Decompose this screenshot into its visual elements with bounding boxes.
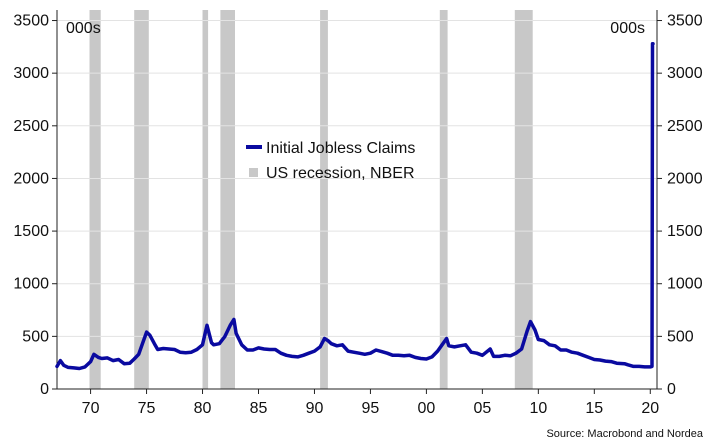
y-tick-label-left: 1500 <box>13 223 49 240</box>
y-axis-left-ticks: 0 500 1000 1500 2000 2500 3000 3500 <box>13 13 57 398</box>
right-unit-label: 000s <box>610 20 645 37</box>
y-tick-label-left: 2000 <box>13 170 49 187</box>
recession-band <box>514 10 533 389</box>
recession-bands <box>89 10 533 389</box>
x-axis-ticks: 70 75 80 85 90 95 00 05 10 15 20 <box>82 389 659 417</box>
claims-series <box>55 41 655 371</box>
y-tick-label-left: 3500 <box>13 13 49 30</box>
x-tick-label: 95 <box>362 400 380 417</box>
legend-label-claims: Initial Jobless Claims <box>266 140 415 157</box>
x-tick-label: 10 <box>529 400 547 417</box>
y-tick-label-right: 3500 <box>667 13 703 30</box>
recession-band <box>89 10 101 389</box>
legend-label-recession: US recession, NBER <box>266 165 415 182</box>
y-tick-label-left: 1000 <box>13 276 49 293</box>
x-tick-label: 20 <box>641 400 659 417</box>
source-note: Source: Macrobond and Nordea <box>546 428 703 440</box>
y-tick-label-left: 0 <box>40 381 49 398</box>
x-tick-label: 85 <box>250 400 268 417</box>
x-tick-label: 70 <box>82 400 100 417</box>
y-tick-label-right: 500 <box>667 328 694 345</box>
y-tick-label-right: 1500 <box>667 223 703 240</box>
x-tick-label: 90 <box>306 400 324 417</box>
x-tick-label: 00 <box>418 400 436 417</box>
legend: Initial Jobless Claims US recession, NBE… <box>246 140 415 182</box>
x-tick-label: 05 <box>473 400 491 417</box>
y-tick-label-right: 2500 <box>667 118 703 135</box>
legend-swatch-recession <box>249 168 258 177</box>
recession-band <box>220 10 235 389</box>
y-tick-label-left: 500 <box>22 328 49 345</box>
claims-line <box>55 41 655 371</box>
recession-band <box>439 10 448 389</box>
recession-band <box>320 10 328 389</box>
x-tick-label: 15 <box>585 400 603 417</box>
y-tick-label-right: 1000 <box>667 276 703 293</box>
y-tick-label-right: 2000 <box>667 170 703 187</box>
gridlines <box>57 20 657 337</box>
y-axis-right-ticks: 0 500 1000 1500 2000 2500 3000 3500 <box>657 13 703 398</box>
recession-band <box>202 10 209 389</box>
x-tick-label: 80 <box>194 400 212 417</box>
y-tick-label-left: 3000 <box>13 65 49 82</box>
y-tick-label-right: 3000 <box>667 65 703 82</box>
recession-band <box>134 10 149 389</box>
x-tick-label: 75 <box>138 400 156 417</box>
left-unit-label: 000s <box>66 20 101 37</box>
y-tick-label-left: 2500 <box>13 118 49 135</box>
y-tick-label-right: 0 <box>667 381 676 398</box>
